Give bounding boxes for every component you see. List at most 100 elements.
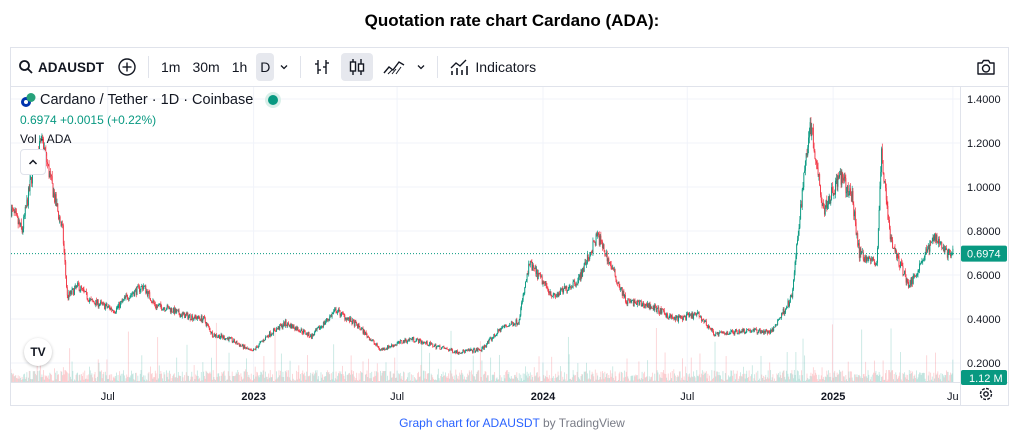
price-chart[interactable]: 1.40001.20001.00000.80000.60000.40000.20… xyxy=(11,87,1008,405)
candle-body xyxy=(409,338,411,341)
interval-dropdown[interactable] xyxy=(274,53,294,81)
candle-body xyxy=(541,276,543,285)
candle-body xyxy=(341,312,343,313)
volume-bar xyxy=(912,371,913,382)
volume-bar xyxy=(862,374,864,382)
volume-bar xyxy=(701,370,703,382)
candle-body xyxy=(575,283,577,286)
volume-bar xyxy=(387,380,389,382)
candle-body xyxy=(797,234,799,240)
candle-body xyxy=(521,302,523,308)
candle-body xyxy=(81,288,83,289)
symbol-search[interactable]: ADAUSDT xyxy=(13,53,106,81)
candle-body xyxy=(224,339,226,341)
candle-body xyxy=(674,317,676,319)
candle-body xyxy=(728,334,729,335)
candle-body xyxy=(576,283,578,285)
volume-bar xyxy=(624,370,626,382)
volume-bar xyxy=(537,372,538,382)
bars-style-button[interactable] xyxy=(307,53,337,81)
candle-body xyxy=(819,174,821,186)
interval-1h[interactable]: 1h xyxy=(231,59,248,75)
volume-bar xyxy=(348,373,350,382)
volume-bar xyxy=(701,373,702,382)
candle-body xyxy=(838,176,840,178)
candle-body xyxy=(400,340,402,341)
snapshot-button[interactable] xyxy=(970,53,1002,81)
candle-body xyxy=(538,273,540,274)
volume-bar xyxy=(479,381,480,382)
volume-bar xyxy=(433,379,434,382)
volume-bar xyxy=(201,380,203,382)
volume-bar xyxy=(435,379,437,382)
volume-bar xyxy=(60,370,62,382)
volume-bar xyxy=(212,370,214,382)
collapse-legend-button[interactable] xyxy=(20,149,46,175)
candle-body xyxy=(622,290,624,296)
candle-body xyxy=(694,313,696,315)
volume-bar xyxy=(799,375,801,382)
volume-bar xyxy=(491,380,492,382)
footer-link[interactable]: Graph chart for ADAUSDT xyxy=(399,416,540,430)
volume-bar xyxy=(32,371,34,382)
compare-button[interactable] xyxy=(112,53,142,81)
tradingview-logo[interactable]: TV xyxy=(24,338,52,366)
candle-body xyxy=(652,305,654,309)
volume-bar xyxy=(347,374,349,382)
interval-30m[interactable]: 30m xyxy=(192,59,220,75)
candle-body xyxy=(399,340,401,343)
interval-1m[interactable]: 1m xyxy=(161,59,181,75)
volume-bar xyxy=(838,373,840,382)
volume-bar xyxy=(225,381,227,382)
volume-bar xyxy=(636,375,638,382)
candle-body xyxy=(195,314,197,317)
candle-body xyxy=(288,324,290,327)
volume-bar xyxy=(625,371,627,382)
volume-bar xyxy=(555,373,557,382)
volume-bar xyxy=(96,381,98,382)
volume-bar xyxy=(484,370,486,382)
candle-body xyxy=(588,258,590,260)
chart-type-dropdown[interactable] xyxy=(411,53,431,81)
area-style-button[interactable] xyxy=(377,53,411,81)
volume-bar xyxy=(54,368,56,382)
volume-bar xyxy=(524,373,526,382)
candle-body xyxy=(834,193,836,195)
candle-body xyxy=(47,163,49,165)
volume-bar xyxy=(445,377,447,382)
candles-style-button[interactable] xyxy=(341,53,374,81)
candle-body xyxy=(800,204,802,220)
volume-bar xyxy=(905,374,907,382)
candle-body xyxy=(730,330,732,334)
volume-bar xyxy=(341,365,343,382)
volume-bar xyxy=(617,381,618,382)
chart-settings-button[interactable] xyxy=(978,386,994,407)
volume-bar xyxy=(389,371,391,382)
candle-body xyxy=(282,325,284,328)
volume-bar xyxy=(412,375,414,382)
volume-bar xyxy=(352,374,354,382)
candle-body xyxy=(799,219,801,228)
volume-bar xyxy=(26,372,28,382)
volume-bar xyxy=(398,373,400,382)
candle-body xyxy=(693,314,695,319)
volume-bar xyxy=(821,367,823,382)
volume-bar xyxy=(646,376,648,382)
candle-body xyxy=(186,312,188,315)
volume-bar xyxy=(924,378,926,382)
volume-bar xyxy=(575,375,576,382)
candle-body xyxy=(96,299,98,304)
volume-bar xyxy=(546,370,548,382)
candle-body xyxy=(726,332,728,335)
volume-bar xyxy=(418,371,419,382)
candle-body xyxy=(414,341,416,343)
volume-bar xyxy=(785,370,787,382)
indicators-button[interactable]: Indicators xyxy=(444,53,541,81)
volume-bar xyxy=(69,348,71,382)
interval-d[interactable]: D xyxy=(256,53,275,81)
candle-body xyxy=(279,324,281,330)
volume-bar xyxy=(100,370,102,382)
candle-body xyxy=(533,267,535,269)
chevron-down-icon xyxy=(417,65,425,70)
volume-bar xyxy=(229,375,231,382)
